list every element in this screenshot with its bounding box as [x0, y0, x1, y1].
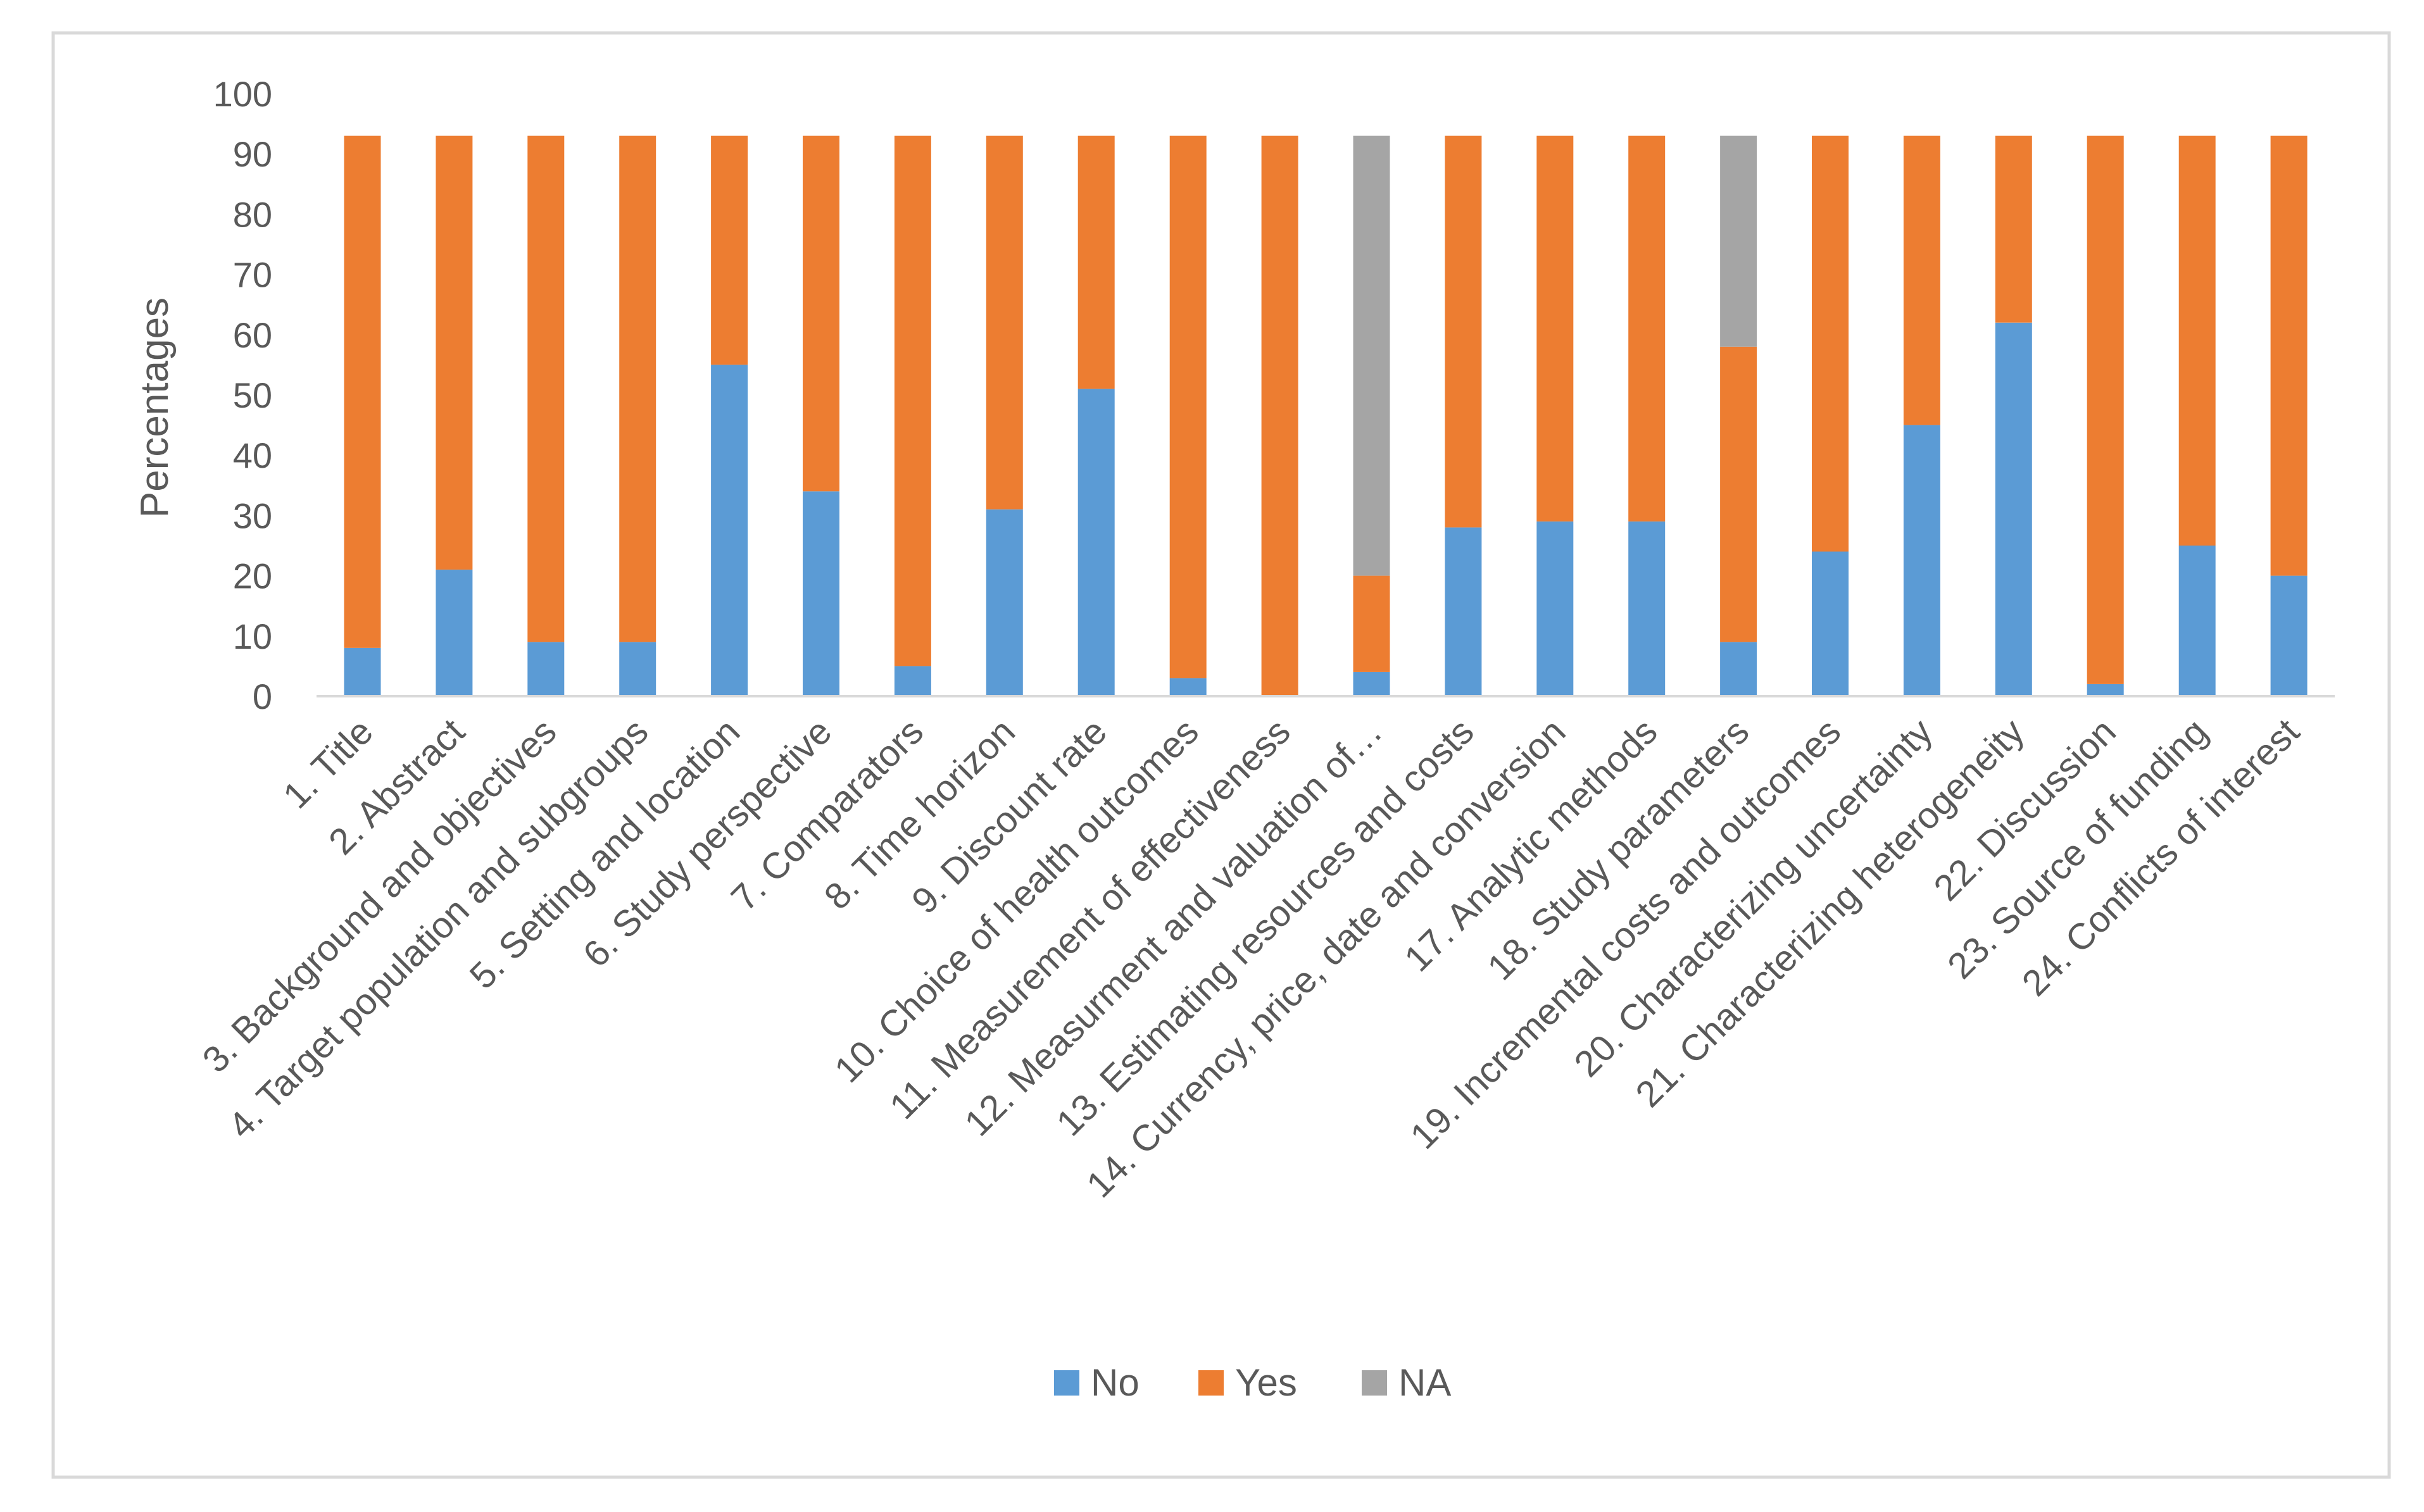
bar-yes-5	[711, 135, 748, 365]
bar-no-15	[1628, 521, 1666, 696]
legend-swatch-no	[1054, 1370, 1079, 1396]
legend-label-na: NA	[1398, 1361, 1451, 1404]
y-tick-label: 100	[213, 74, 272, 114]
bar-no-13	[1445, 527, 1482, 696]
bar-na-16	[1720, 135, 1757, 347]
bar-no-6	[803, 491, 839, 696]
y-tick-label: 60	[233, 315, 272, 355]
y-tick-label: 90	[233, 134, 272, 174]
legend-label-no: No	[1091, 1361, 1140, 1404]
bar-no-9	[1077, 389, 1115, 696]
bar-yes-14	[1536, 135, 1574, 522]
bar-yes-12	[1353, 575, 1390, 672]
bar-no-14	[1536, 521, 1574, 696]
y-tick-label: 30	[233, 496, 272, 535]
bar-no-4	[619, 642, 656, 696]
bar-yes-15	[1628, 135, 1666, 522]
bar-no-17	[1812, 551, 1849, 696]
bar-yes-1	[344, 135, 381, 648]
bar-no-12	[1353, 672, 1390, 696]
y-tick-label: 0	[253, 677, 272, 716]
y-tick-label: 10	[233, 616, 272, 656]
bar-no-19	[1995, 322, 2032, 696]
bar-no-18	[1903, 425, 1940, 696]
y-tick-label: 80	[233, 194, 272, 234]
bar-no-2	[436, 570, 473, 696]
bar-yes-20	[2087, 135, 2124, 684]
bar-no-16	[1720, 642, 1757, 696]
bar-yes-8	[986, 135, 1023, 509]
bar-yes-2	[436, 135, 473, 570]
bar-no-8	[986, 509, 1023, 696]
y-tick-label: 40	[233, 435, 272, 475]
bar-no-1	[344, 647, 381, 696]
bar-yes-16	[1720, 346, 1757, 642]
bar-no-5	[711, 365, 748, 696]
bar-yes-13	[1445, 135, 1482, 528]
bar-no-3	[527, 642, 565, 696]
bar-na-12	[1353, 135, 1390, 576]
bar-yes-10	[1169, 135, 1207, 678]
bar-no-20	[2087, 684, 2124, 696]
bar-yes-9	[1077, 135, 1115, 389]
bar-no-21	[2178, 546, 2216, 696]
bar-yes-6	[803, 135, 839, 492]
y-axis-title: Percentages	[133, 297, 177, 518]
bar-yes-7	[894, 135, 931, 666]
legend-swatch-yes	[1198, 1370, 1224, 1396]
legend-swatch-na	[1362, 1370, 1387, 1396]
y-tick-label: 70	[233, 255, 272, 295]
bar-no-22	[2270, 575, 2308, 696]
bar-yes-22	[2270, 135, 2308, 576]
bar-yes-11	[1261, 135, 1298, 697]
bar-yes-21	[2178, 135, 2216, 546]
bar-yes-19	[1995, 135, 2032, 323]
bars-layer	[344, 135, 2308, 697]
bar-no-7	[894, 666, 931, 696]
y-tick-label: 20	[233, 556, 272, 596]
y-tick-labels: 0 10 20 30 40 50 60 70 80 90 100	[213, 74, 272, 716]
bar-no-10	[1169, 678, 1207, 696]
y-tick-label: 50	[233, 375, 272, 415]
bar-yes-3	[527, 135, 565, 642]
legend-label-yes: Yes	[1235, 1361, 1297, 1404]
bar-yes-17	[1812, 135, 1849, 552]
bar-yes-18	[1903, 135, 1940, 425]
legend: No Yes NA	[1054, 1361, 1451, 1404]
bar-yes-4	[619, 135, 656, 642]
